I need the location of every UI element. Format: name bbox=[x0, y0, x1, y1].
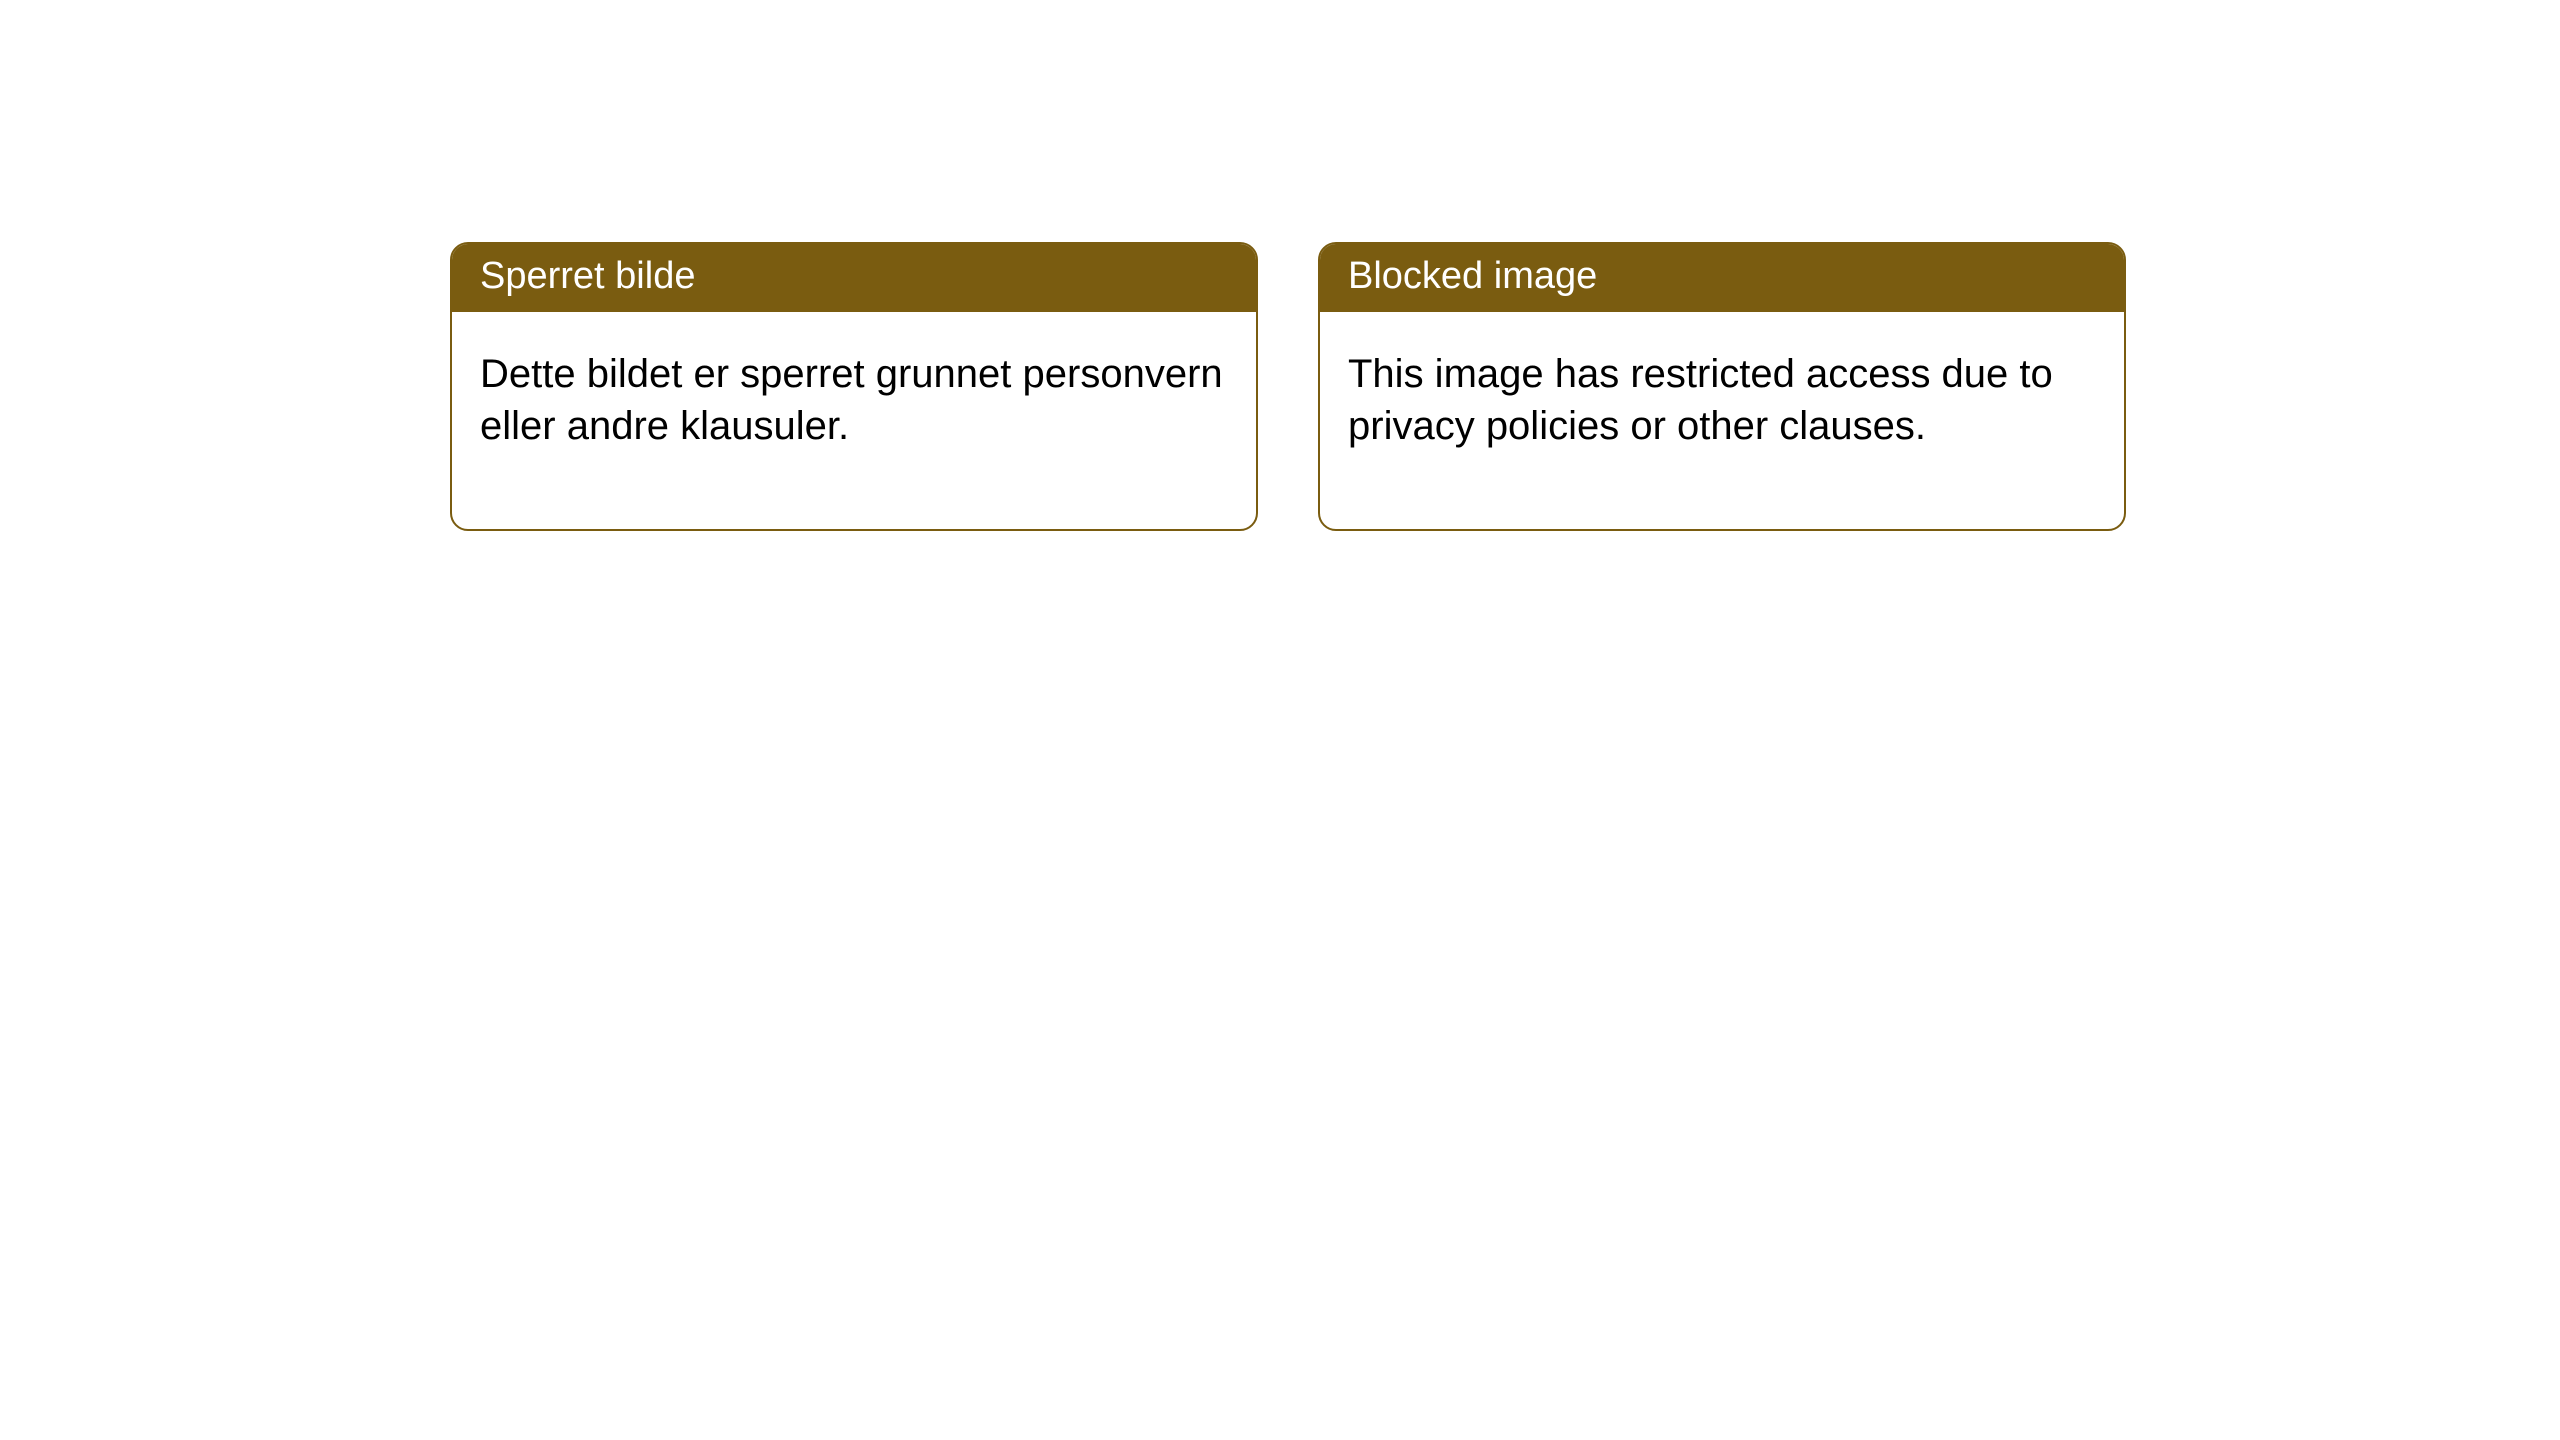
notice-card-english: Blocked image This image has restricted … bbox=[1318, 242, 2126, 531]
notice-card-body: This image has restricted access due to … bbox=[1320, 312, 2124, 530]
notice-cards-container: Sperret bilde Dette bildet er sperret gr… bbox=[0, 0, 2560, 531]
notice-card-title: Blocked image bbox=[1320, 244, 2124, 312]
notice-card-body: Dette bildet er sperret grunnet personve… bbox=[452, 312, 1256, 530]
notice-card-norwegian: Sperret bilde Dette bildet er sperret gr… bbox=[450, 242, 1258, 531]
notice-card-title: Sperret bilde bbox=[452, 244, 1256, 312]
